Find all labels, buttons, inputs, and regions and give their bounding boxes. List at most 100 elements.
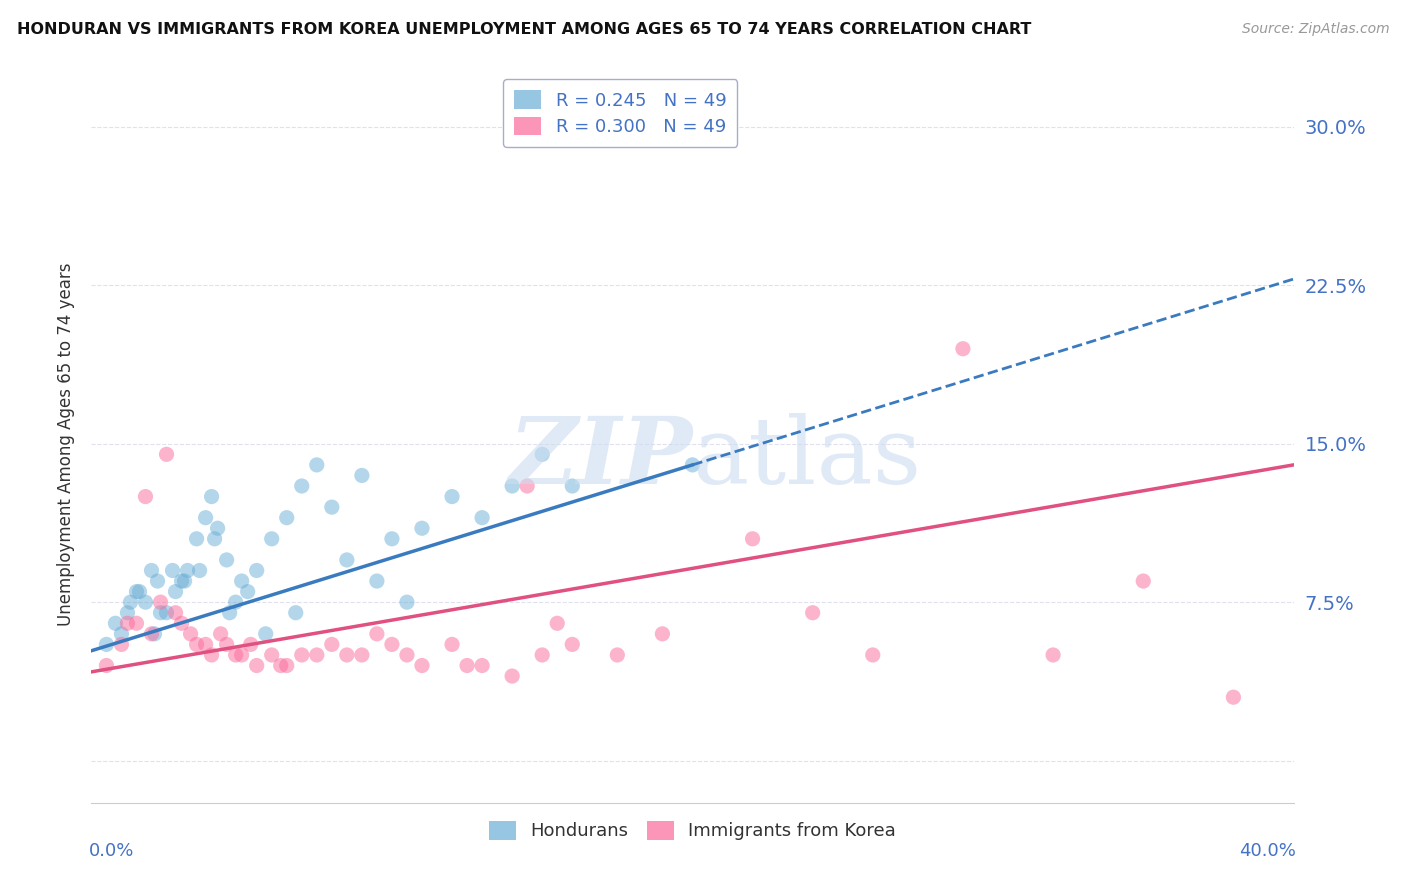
Point [125, 584, 148, 599]
Point [254, 627, 277, 641]
Point [501, 669, 523, 683]
Point [561, 637, 583, 651]
Point [321, 637, 343, 651]
Point [201, 490, 224, 504]
Point [501, 479, 523, 493]
Point [143, 627, 166, 641]
Point [305, 648, 328, 662]
Point [125, 616, 148, 631]
Point [366, 627, 388, 641]
Point [260, 648, 283, 662]
Legend: Hondurans, Immigrants from Korea: Hondurans, Immigrants from Korea [482, 814, 903, 847]
Text: 40.0%: 40.0% [1239, 842, 1296, 860]
Text: 0.0%: 0.0% [89, 842, 135, 860]
Point [186, 532, 208, 546]
Point [186, 637, 208, 651]
Point [456, 658, 478, 673]
Point [225, 648, 247, 662]
Point [176, 564, 198, 578]
Point [215, 553, 238, 567]
Point [141, 627, 163, 641]
Point [336, 648, 359, 662]
Point [1132, 574, 1154, 588]
Point [516, 479, 538, 493]
Y-axis label: Unemployment Among Ages 65 to 74 years: Unemployment Among Ages 65 to 74 years [56, 262, 75, 625]
Point [134, 595, 156, 609]
Point [180, 627, 202, 641]
Point [381, 637, 404, 651]
Point [471, 510, 494, 524]
Point [246, 658, 269, 673]
Point [201, 648, 224, 662]
Point [276, 658, 298, 673]
Point [204, 532, 226, 546]
Point [546, 616, 568, 631]
Point [231, 648, 253, 662]
Point [215, 637, 238, 651]
Point [411, 658, 433, 673]
Point [218, 606, 240, 620]
Point [104, 616, 127, 631]
Point [149, 595, 172, 609]
Point [862, 648, 884, 662]
Point [162, 564, 184, 578]
Point [209, 627, 232, 641]
Point [155, 447, 177, 461]
Point [366, 574, 388, 588]
Point [350, 648, 373, 662]
Point [207, 521, 229, 535]
Point [170, 616, 193, 631]
Point [1222, 690, 1244, 705]
Point [194, 510, 217, 524]
Point [291, 479, 314, 493]
Point [1042, 648, 1064, 662]
Point [149, 606, 172, 620]
Point [471, 658, 494, 673]
Point [531, 648, 554, 662]
Point [336, 553, 359, 567]
Point [225, 595, 247, 609]
Point [561, 479, 583, 493]
Point [134, 490, 156, 504]
Point [681, 458, 703, 472]
Point [305, 458, 328, 472]
Point [395, 648, 418, 662]
Point [381, 532, 404, 546]
Point [741, 532, 763, 546]
Point [231, 574, 253, 588]
Point [411, 521, 433, 535]
Text: ZIP: ZIP [508, 413, 692, 503]
Text: Source: ZipAtlas.com: Source: ZipAtlas.com [1241, 22, 1389, 37]
Point [173, 574, 195, 588]
Point [120, 595, 142, 609]
Point [441, 490, 464, 504]
Point [395, 595, 418, 609]
Point [651, 627, 673, 641]
Point [96, 637, 118, 651]
Point [246, 564, 269, 578]
Point [531, 447, 554, 461]
Point [236, 584, 259, 599]
Point [952, 342, 974, 356]
Point [170, 574, 193, 588]
Point [117, 606, 139, 620]
Point [141, 564, 163, 578]
Point [194, 637, 217, 651]
Point [441, 637, 464, 651]
Text: atlas: atlas [692, 413, 922, 503]
Point [606, 648, 628, 662]
Point [188, 564, 211, 578]
Text: HONDURAN VS IMMIGRANTS FROM KOREA UNEMPLOYMENT AMONG AGES 65 TO 74 YEARS CORRELA: HONDURAN VS IMMIGRANTS FROM KOREA UNEMPL… [17, 22, 1031, 37]
Point [284, 606, 307, 620]
Point [110, 627, 132, 641]
Point [117, 616, 139, 631]
Point [276, 510, 298, 524]
Point [321, 500, 343, 515]
Point [270, 658, 292, 673]
Point [165, 606, 187, 620]
Point [350, 468, 373, 483]
Point [110, 637, 132, 651]
Point [155, 606, 177, 620]
Point [239, 637, 262, 651]
Point [96, 658, 118, 673]
